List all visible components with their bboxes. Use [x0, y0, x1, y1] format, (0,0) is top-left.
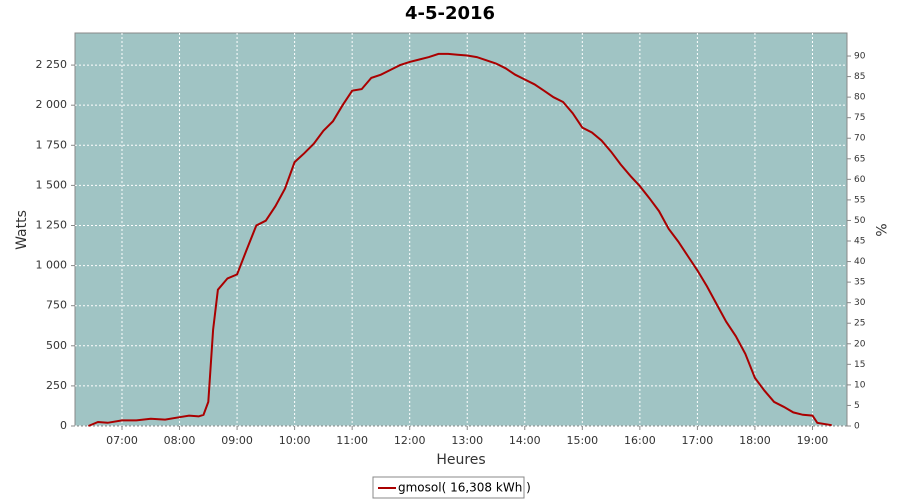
x-tick-label: 14:00: [509, 434, 541, 447]
x-tick-label: 16:00: [624, 434, 656, 447]
y-tick-label: 2 250: [36, 58, 68, 71]
y2-axis-label: %: [872, 223, 888, 236]
x-tick-label: 15:00: [566, 434, 598, 447]
y-tick-label: 0: [60, 419, 67, 432]
y2-tick-label: 45: [854, 237, 865, 247]
y-tick-label: 1 750: [36, 138, 68, 151]
y2-tick-label: 0: [854, 422, 860, 432]
x-tick-label: 17:00: [682, 434, 714, 447]
y2-tick-label: 10: [854, 380, 866, 390]
x-tick-label: 10:00: [279, 434, 311, 447]
x-tick-label: 07:00: [106, 434, 138, 447]
legend-box: [372, 476, 525, 499]
y-axis-label: Watts: [14, 210, 30, 250]
y2-tick-label: 35: [854, 278, 865, 288]
y2-tick-label: 75: [854, 113, 865, 123]
y2-tick-label: 85: [854, 72, 865, 82]
y2-tick-label: 30: [854, 298, 866, 308]
y2-tick-label: 25: [854, 319, 865, 329]
x-tick-label: 12:00: [394, 434, 426, 447]
y2-tick-label: 55: [854, 195, 865, 205]
y2-tick-label: 60: [854, 175, 866, 185]
y-tick-label: 250: [46, 379, 67, 392]
plot-area: [74, 32, 848, 427]
x-tick-label: 11:00: [336, 434, 368, 447]
y2-tick-label: 5: [854, 401, 860, 411]
x-tick-label: 19:00: [797, 434, 829, 447]
y2-tick-label: 15: [854, 360, 865, 370]
x-tick-label: 18:00: [739, 434, 771, 447]
y2-tick-label: 65: [854, 154, 865, 164]
y2-tick-label: 40: [854, 257, 866, 267]
y2-tick-label: 90: [854, 52, 866, 62]
x-axis-label: Heures: [436, 452, 485, 468]
y-tick-label: 500: [46, 339, 67, 352]
x-tick-label: 08:00: [164, 434, 196, 447]
legend-label: gmosol( 16,308 kWh ): [398, 481, 531, 495]
x-tick-label: 09:00: [221, 434, 253, 447]
y-tick-label: 1 000: [36, 259, 68, 272]
x-tick-label: 13:00: [451, 434, 483, 447]
y-tick-label: 2 000: [36, 98, 68, 111]
y-tick-label: 1 500: [36, 178, 68, 191]
y2-tick-label: 20: [854, 339, 866, 349]
y2-tick-label: 70: [854, 134, 866, 144]
y-tick-label: 1 250: [36, 218, 68, 231]
y-tick-label: 750: [46, 299, 67, 312]
chart-title: 4-5-2016: [405, 3, 495, 24]
series-line: [88, 52, 832, 427]
y2-tick-label: 80: [854, 93, 866, 103]
y2-tick-label: 50: [854, 216, 866, 226]
